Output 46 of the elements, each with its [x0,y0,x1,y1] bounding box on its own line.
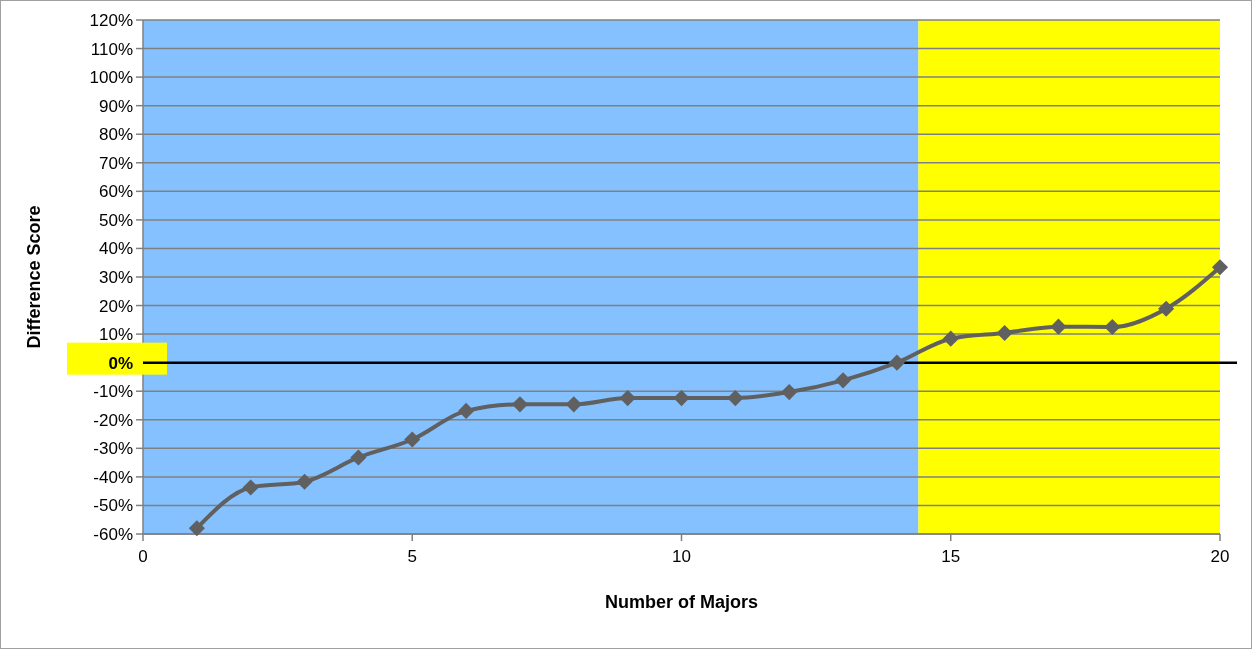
x-tick-label: 15 [941,546,961,566]
y-tick-label: 20% [98,296,133,316]
x-tick-label: 10 [672,546,691,566]
y-tick-label: 90% [98,96,133,116]
point [996,324,1013,342]
point [350,449,367,466]
point [727,390,744,407]
point [404,431,421,448]
point [834,372,852,389]
point [242,479,259,496]
y-tick-label: 10% [98,325,133,345]
y-tick-label: 30% [98,267,133,287]
y-tick-label: 110% [90,39,133,59]
point [619,390,636,407]
y-axis-title: Difference Score [24,205,44,349]
point [1104,318,1121,336]
x-tick-label: 0 [138,546,148,566]
y-tick-label: -10% [93,382,133,402]
x-tick-label: 20 [1210,546,1230,566]
y-tick-label: -40% [93,467,133,487]
point [565,396,582,413]
point [188,520,205,537]
point [511,396,529,413]
y-tick-label: 120% [89,10,133,30]
y-tick-label: 0% [108,353,133,373]
y-tick-label: 100% [89,68,133,88]
y-tick-label: 40% [98,239,133,259]
y-tick-label: 60% [98,182,133,202]
point [781,384,798,401]
point [673,390,690,407]
y-tick-label: 70% [98,153,133,173]
y-tick-label: 50% [98,210,133,230]
point [296,473,313,490]
point [942,330,959,347]
y-tick-label: 80% [98,125,133,145]
x-axis-title: Number of Majors [604,592,759,612]
x-tick-label: 5 [407,546,417,566]
point [1050,318,1067,335]
y-tick-label: -60% [93,524,133,544]
y-tick-label: -20% [93,410,133,430]
point [458,402,475,419]
y-tick-label: -30% [93,439,133,459]
point [1158,300,1175,317]
point [888,354,905,371]
point [1211,259,1229,276]
y-tick-label: -50% [93,496,133,516]
